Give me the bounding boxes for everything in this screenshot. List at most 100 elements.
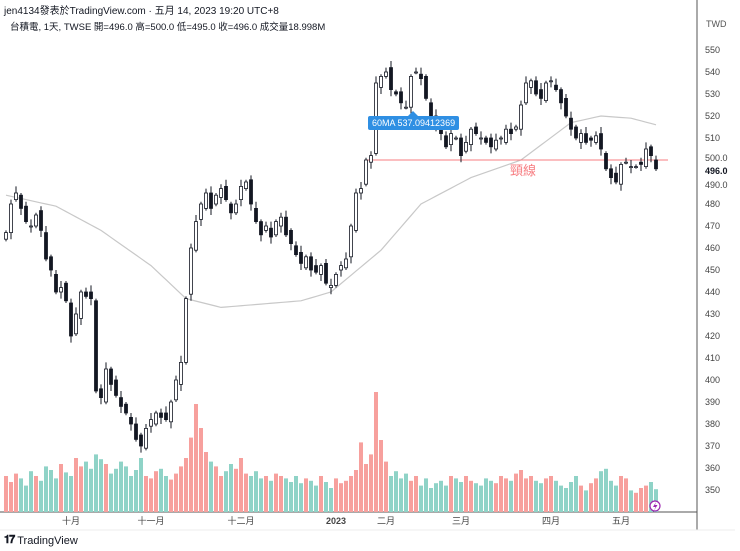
volume-bar — [79, 466, 83, 512]
volume-bar — [324, 482, 328, 512]
candle-body — [309, 256, 313, 271]
volume-bar — [244, 473, 248, 512]
candle-body — [149, 419, 153, 427]
time-tick: 四月 — [542, 516, 560, 526]
candle-body — [139, 434, 143, 447]
volume-bar — [299, 483, 303, 512]
candle-body — [569, 117, 573, 130]
candle-body — [464, 141, 468, 152]
price-tick: 550 — [705, 45, 720, 55]
candle-body — [589, 137, 593, 141]
volume-bar — [214, 466, 218, 512]
candle-body — [64, 282, 68, 302]
price-tick: 390 — [705, 397, 720, 407]
volume-bar — [634, 492, 638, 512]
volume-bar — [84, 461, 88, 512]
candle-body — [559, 89, 563, 104]
volume-bar — [249, 476, 253, 512]
candle-body — [359, 188, 363, 194]
volume-bar — [239, 458, 243, 512]
volume-bar — [144, 476, 148, 512]
volume-bar — [274, 473, 278, 512]
candle-body — [529, 80, 533, 88]
volume-bar — [499, 476, 503, 512]
volume-bar — [614, 485, 618, 512]
volume-bar — [389, 476, 393, 512]
volume-bar — [159, 468, 163, 512]
candle-body — [604, 152, 608, 170]
volume-bar — [349, 476, 353, 512]
volume-bar — [179, 466, 183, 512]
price-tick: 400 — [705, 375, 720, 385]
volume-bar — [374, 392, 378, 512]
volume-bar — [234, 468, 238, 512]
candle-body — [534, 80, 538, 95]
candle-body — [624, 161, 628, 164]
volume-bar — [444, 485, 448, 512]
volume-bar — [619, 476, 623, 512]
footer-brand[interactable]: 𝟏𝟕 TradingView — [4, 534, 78, 547]
volume-bar — [89, 468, 93, 512]
volume-bar — [269, 480, 273, 512]
candle-body — [249, 179, 253, 205]
volume-bar — [479, 485, 483, 512]
volume-bar — [339, 483, 343, 512]
candle-body — [494, 139, 498, 150]
candle-body — [304, 256, 308, 269]
candle-body — [264, 225, 268, 231]
candle-body — [19, 194, 23, 209]
volume-bar — [369, 454, 373, 512]
candle-body — [289, 229, 293, 244]
candle-body — [649, 146, 653, 157]
candle-body — [404, 106, 408, 109]
candle-body — [129, 416, 133, 425]
candle-body — [324, 262, 328, 284]
volume-bar — [74, 458, 78, 512]
candle-body — [29, 225, 33, 228]
symbol-legend: 台積電, 1天, TWSE 開=496.0 高=500.0 低=495.0 收=… — [10, 22, 326, 33]
volume-bar — [114, 468, 118, 512]
volume-bar — [384, 461, 388, 512]
candle-body — [164, 412, 168, 420]
candle-body — [104, 368, 108, 403]
candle-body — [444, 135, 448, 148]
volume-bar — [209, 461, 213, 512]
volume-bar — [284, 478, 288, 512]
volume-bar — [489, 480, 493, 512]
candle-body — [419, 73, 423, 79]
lightning-glyph-icon — [653, 502, 658, 511]
price-tick: 540 — [705, 67, 720, 77]
candle-body — [479, 137, 483, 140]
candle-body — [199, 203, 203, 220]
candle-body — [449, 133, 453, 146]
candle-body — [504, 128, 508, 143]
candle-body — [379, 76, 383, 88]
candle-body — [169, 401, 173, 423]
candle-body — [184, 298, 188, 363]
candle-body — [9, 203, 13, 234]
candle-body — [194, 221, 198, 251]
last-price-label: 496.0 — [705, 166, 728, 176]
volume-bar — [64, 472, 68, 512]
price-tick: 360 — [705, 463, 720, 473]
volume-bar — [164, 476, 168, 512]
candle-body — [219, 188, 223, 198]
candle-body — [579, 133, 583, 143]
candle-body — [499, 137, 503, 140]
volume-bar — [549, 476, 553, 512]
price-tick: 450 — [705, 265, 720, 275]
candle-body — [14, 192, 18, 200]
volume-bar — [419, 485, 423, 512]
volume-bar — [494, 483, 498, 512]
volume-bar — [264, 476, 268, 512]
candle-body — [79, 291, 83, 319]
candle-body — [134, 423, 138, 440]
volume-bar — [539, 483, 543, 512]
volume-bar — [189, 437, 193, 512]
volume-bar — [104, 464, 108, 512]
candle-body — [69, 302, 73, 337]
time-tick: 十二月 — [227, 515, 254, 526]
volume-bar — [574, 476, 578, 512]
volume-bar — [194, 404, 198, 512]
